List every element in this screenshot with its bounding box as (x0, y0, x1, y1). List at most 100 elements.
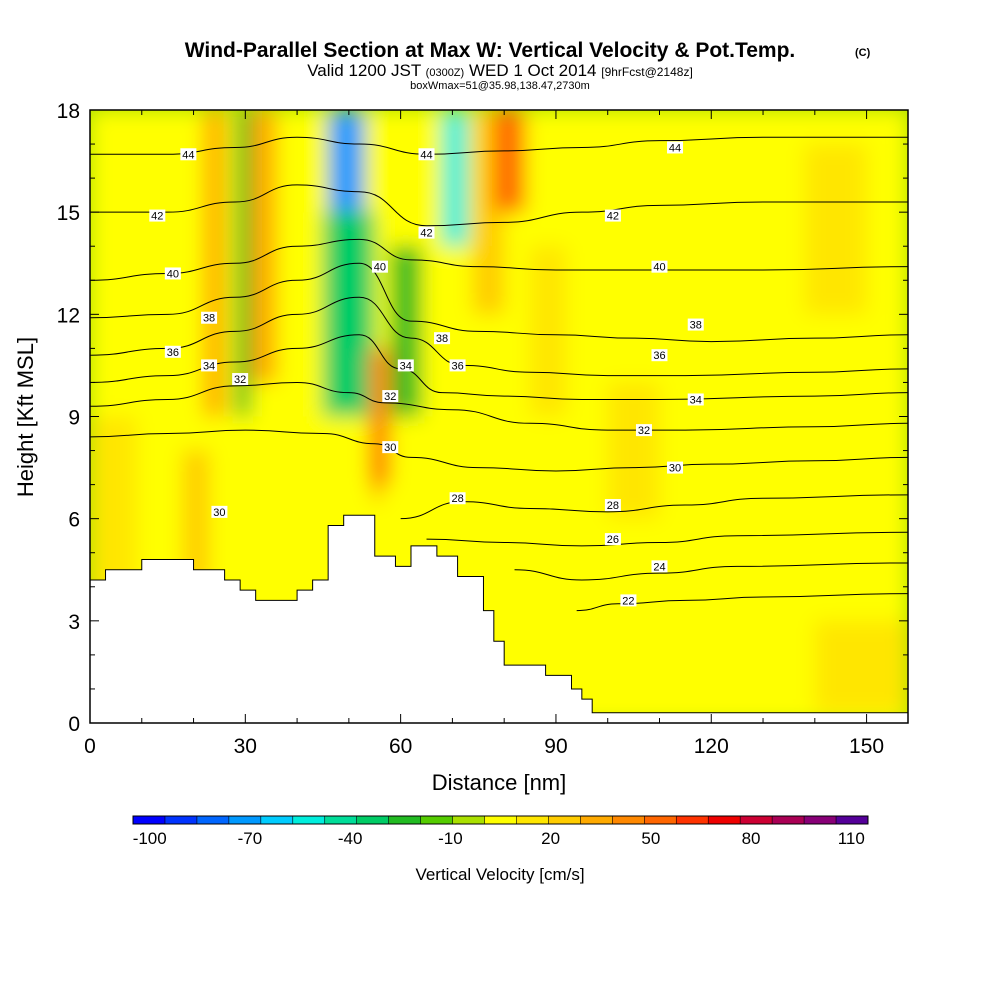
contour-label-34-15: 34 (201, 359, 218, 372)
colorbar-swatch-17 (676, 816, 709, 824)
colorbar-swatch-7 (356, 816, 390, 824)
x-tick-label-90: 90 (544, 735, 567, 758)
colorbar-swatch-2 (196, 816, 230, 824)
contour-label-30-21: 30 (382, 441, 399, 454)
w-band-14 (530, 246, 567, 417)
contour-label-28-24: 28 (449, 492, 466, 505)
colorbar-tick-label-7: 110 (838, 829, 865, 848)
svg-text:38: 38 (203, 313, 215, 325)
contour-label-24-27: 24 (651, 560, 668, 573)
contour-labels: 44 44 44 42 42 42 40 40 40 38 38 38 36 36 36 34 34 34 32 32… (149, 141, 704, 607)
chart-info: boxWmax=51@35.98,138.47,2730m (410, 80, 590, 92)
svg-text:30: 30 (213, 507, 225, 519)
theta-contour-32 (90, 381, 908, 431)
svg-text:44: 44 (420, 149, 432, 161)
contour-label-34-17: 34 (687, 393, 704, 406)
svg-text:40: 40 (167, 268, 179, 280)
svg-text:40: 40 (374, 262, 386, 274)
chart-subtitle: Valid 1200 JST (0300Z) WED 1 Oct 2014 [9… (307, 61, 693, 80)
w-band-3 (203, 110, 225, 417)
svg-text:44: 44 (669, 142, 681, 154)
w-band-5 (250, 110, 277, 383)
svg-text:36: 36 (653, 350, 665, 362)
theta-contour-34 (90, 334, 908, 400)
svg-text:30: 30 (669, 463, 681, 475)
x-axis-label: Distance [nm] (432, 770, 567, 795)
colorbar-swatch-11 (484, 816, 517, 824)
contour-label-28-25: 28 (604, 499, 621, 512)
colorbar-swatch-3 (228, 816, 262, 824)
contour-label-36-13: 36 (449, 359, 466, 372)
svg-text:42: 42 (151, 211, 163, 223)
contour-label-44-1: 44 (418, 148, 435, 161)
theta-contour-42 (90, 184, 908, 227)
colorbar-swatch-21 (804, 816, 837, 824)
y-tick-label-12: 12 (57, 304, 80, 327)
contour-label-40-6: 40 (164, 267, 181, 280)
colorbar-swatch-18 (708, 816, 741, 824)
y-tick-label-15: 15 (57, 202, 80, 225)
subtitle-utc: (0300Z) (426, 67, 465, 79)
svg-text:22: 22 (622, 595, 634, 607)
colorbar-swatch-22 (836, 816, 869, 824)
theta-contour-40 (90, 238, 908, 281)
y-axis-label: Height [Kft MSL] (13, 337, 38, 497)
x-tick-label-120: 120 (694, 735, 729, 758)
svg-text:44: 44 (182, 149, 194, 161)
contour-label-36-14: 36 (651, 349, 668, 362)
svg-text:30: 30 (384, 442, 396, 454)
svg-text:42: 42 (420, 228, 432, 240)
terrain (90, 514, 908, 723)
y-tick-label-3: 3 (68, 611, 80, 634)
x-tick-label-30: 30 (234, 735, 257, 758)
contour-label-32-19: 32 (382, 390, 399, 403)
svg-text:28: 28 (451, 493, 463, 505)
colorbar-tick-label-2: -40 (338, 829, 363, 848)
chart-title-mark: (C) (855, 47, 871, 59)
svg-text:36: 36 (167, 347, 179, 359)
contour-label-30-22: 30 (667, 461, 684, 475)
svg-text:32: 32 (638, 425, 650, 437)
contour-label-32-20: 32 (635, 424, 652, 437)
theta-contour-24 (514, 562, 908, 581)
colorbar-swatch-4 (260, 816, 294, 824)
w-band-15 (607, 382, 660, 519)
contour-label-40-8: 40 (651, 260, 668, 274)
colorbar-frame (132, 815, 869, 825)
w-band-16 (804, 144, 867, 315)
w-band-11 (442, 110, 468, 247)
subtitle-forecast: [9hrFcst@2148z] (601, 65, 693, 79)
colorbar-tick-label-5: 50 (641, 829, 660, 848)
colorbar-swatch-14 (580, 816, 613, 824)
colorbar-swatch-5 (292, 816, 326, 824)
colorbar-tick-label-1: -70 (238, 829, 263, 848)
contour-label-30-23: 30 (211, 505, 228, 519)
subtitle-date: WED 1 Oct 2014 (469, 61, 597, 80)
colorbar-swatch-6 (324, 816, 358, 824)
svg-text:32: 32 (234, 374, 246, 386)
theta-contour-44 (90, 136, 908, 155)
w-band-9 (374, 416, 380, 502)
contour-label-44-2: 44 (667, 141, 684, 154)
contour-label-36-12: 36 (164, 345, 181, 359)
svg-text:34: 34 (203, 360, 215, 372)
colorbar-label: Vertical Velocity [cm/s] (415, 865, 584, 884)
contour-label-32-18: 32 (232, 373, 249, 386)
colorbar (132, 815, 869, 825)
colorbar-ticks: -100 -70 -40 -10 20 50 80 110 (133, 829, 865, 848)
y-tick-label-6: 6 (68, 509, 80, 532)
colorbar-swatch-1 (164, 816, 198, 824)
contour-label-42-3: 42 (149, 209, 166, 223)
colorbar-swatch-8 (388, 816, 422, 824)
theta-contour-36 (90, 296, 908, 377)
x-axis: 0 30 60 90 120 150 (84, 110, 884, 758)
svg-text:24: 24 (653, 561, 665, 573)
subtitle-valid: Valid 1200 JST (307, 61, 421, 80)
colorbar-tick-label-6: 80 (742, 829, 761, 848)
svg-text:34: 34 (690, 394, 702, 406)
contour-label-42-4: 42 (418, 226, 435, 240)
w-band-17 (814, 620, 908, 713)
colorbar-tick-label-3: -10 (438, 829, 463, 848)
